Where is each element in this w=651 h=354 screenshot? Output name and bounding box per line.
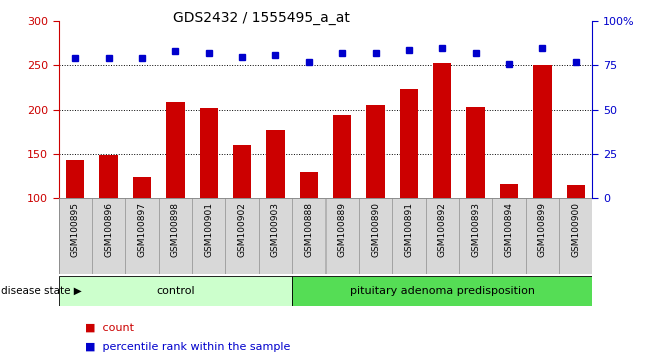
Bar [159,198,192,274]
Text: GSM100893: GSM100893 [471,202,480,257]
Bar [233,145,251,198]
Text: GSM100892: GSM100892 [437,202,447,257]
Bar [426,198,459,274]
Bar [59,276,292,306]
Text: GSM100889: GSM100889 [338,202,347,257]
Bar [459,198,492,274]
Bar [400,89,418,198]
Text: GSM100903: GSM100903 [271,202,280,257]
Bar [525,198,559,274]
Bar [492,198,525,274]
Bar [292,276,592,306]
Text: GSM100895: GSM100895 [71,202,80,257]
Text: GSM100900: GSM100900 [571,202,580,257]
Bar [200,108,218,198]
Bar [299,172,318,198]
Bar [225,198,258,274]
Text: GSM100894: GSM100894 [505,202,514,257]
Text: ■  percentile rank within the sample: ■ percentile rank within the sample [85,342,290,352]
Text: GSM100901: GSM100901 [204,202,214,257]
Bar [326,198,359,274]
Text: GSM100899: GSM100899 [538,202,547,257]
Bar [533,65,551,198]
Bar [266,130,284,198]
Bar [166,102,184,198]
Text: GSM100891: GSM100891 [404,202,413,257]
Text: GSM100897: GSM100897 [137,202,146,257]
Bar [192,198,225,274]
Bar [333,115,352,198]
Bar [433,63,451,198]
Bar [59,198,92,274]
Text: GSM100898: GSM100898 [171,202,180,257]
Text: ■  count: ■ count [85,322,133,332]
Bar [500,184,518,198]
Bar [133,177,151,198]
Text: GSM100896: GSM100896 [104,202,113,257]
Bar [467,107,485,198]
Text: disease state ▶: disease state ▶ [1,286,81,296]
Text: GSM100890: GSM100890 [371,202,380,257]
Bar [392,198,426,274]
Bar [100,155,118,198]
Bar [92,198,125,274]
Bar [66,160,85,198]
Text: GSM100902: GSM100902 [238,202,247,257]
Text: GSM100888: GSM100888 [304,202,313,257]
Bar [292,198,326,274]
Bar [359,198,392,274]
Bar [258,198,292,274]
Bar [559,198,592,274]
Bar [566,185,585,198]
Text: GDS2432 / 1555495_a_at: GDS2432 / 1555495_a_at [173,11,350,25]
Bar [125,198,159,274]
Text: pituitary adenoma predisposition: pituitary adenoma predisposition [350,286,534,296]
Bar [367,105,385,198]
Text: control: control [156,286,195,296]
